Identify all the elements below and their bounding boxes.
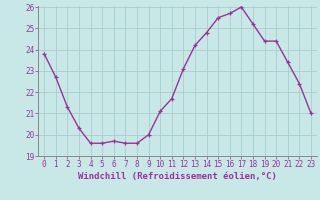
- X-axis label: Windchill (Refroidissement éolien,°C): Windchill (Refroidissement éolien,°C): [78, 172, 277, 181]
